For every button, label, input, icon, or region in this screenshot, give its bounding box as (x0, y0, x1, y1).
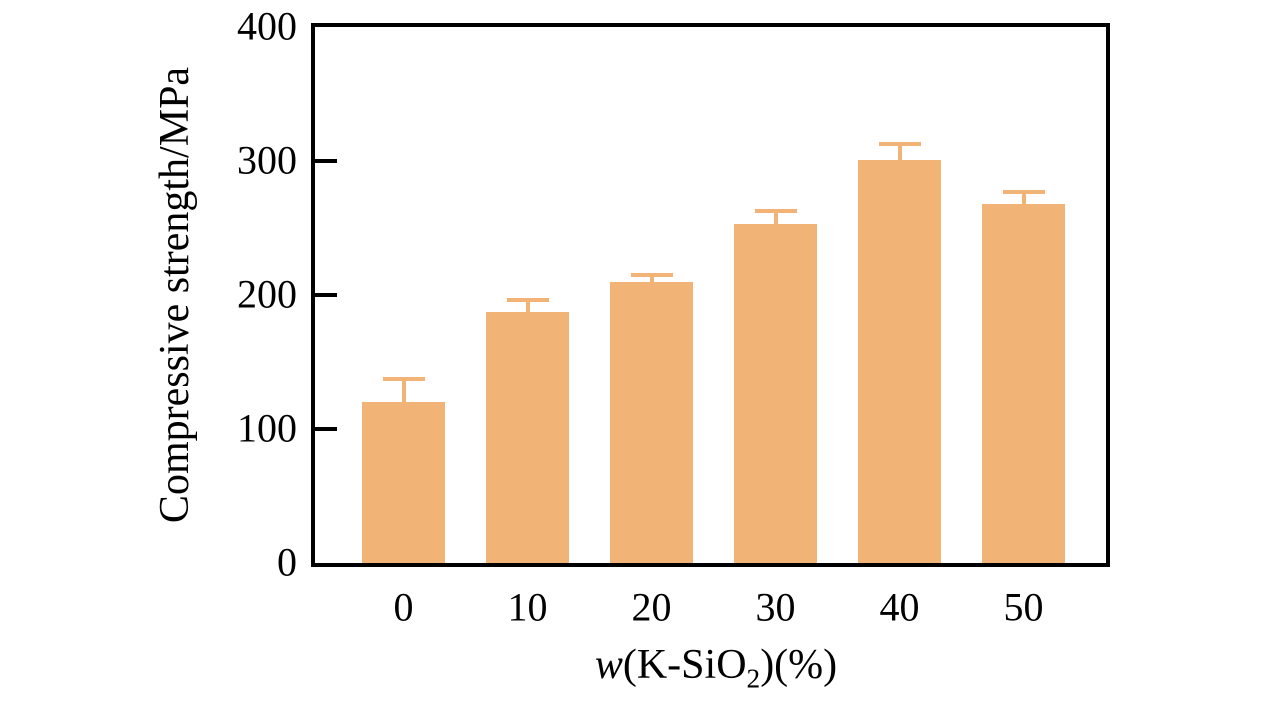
x-axis-title-variable: w (594, 642, 623, 688)
error-bar-stem (773, 210, 778, 224)
bar (858, 159, 941, 563)
y-tick-label: 200 (237, 271, 297, 317)
x-tick-label: 20 (631, 584, 672, 630)
error-bar-stem (1021, 191, 1026, 204)
bar (362, 402, 445, 563)
bar (610, 281, 693, 563)
y-tick-mark (315, 293, 337, 297)
error-bar-cap (630, 272, 673, 277)
x-tick-label: 0 (393, 584, 414, 630)
error-bar-stem (525, 300, 530, 313)
x-tick-label: 40 (879, 584, 920, 630)
plot-area (311, 23, 1110, 567)
x-tick-label: 30 (755, 584, 796, 630)
bar (486, 312, 569, 563)
y-tick-label: 400 (237, 3, 297, 49)
y-tick-mark (315, 427, 337, 431)
error-bar-stem (649, 274, 654, 282)
error-bar-cap (754, 208, 797, 213)
y-tick-label: 100 (237, 405, 297, 451)
x-axis-title-subscript: 2 (746, 663, 761, 694)
bar (734, 223, 817, 563)
error-bar-cap (382, 377, 425, 382)
y-tick-label: 0 (277, 539, 297, 585)
error-bar-cap (878, 141, 921, 146)
x-axis-title-suffix: )(%) (760, 642, 838, 688)
x-tick-label: 10 (507, 584, 548, 630)
error-bar-cap (1002, 189, 1045, 194)
error-bar-cap (506, 298, 549, 303)
y-axis-title: Compressive strength/MPa (152, 66, 198, 524)
bar (982, 203, 1065, 563)
error-bar-stem (401, 379, 406, 403)
y-tick-label: 300 (237, 137, 297, 183)
x-axis-title-text: (K-SiO (622, 642, 747, 688)
x-tick-label: 50 (1003, 584, 1044, 630)
x-axis-title: w(K-SiO2)(%) (594, 641, 838, 692)
error-bar-stem (897, 143, 902, 160)
y-tick-mark (315, 159, 337, 163)
